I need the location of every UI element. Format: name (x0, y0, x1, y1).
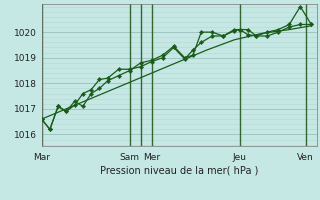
X-axis label: Pression niveau de la mer( hPa ): Pression niveau de la mer( hPa ) (100, 165, 258, 175)
Text: Mer: Mer (143, 153, 160, 162)
Text: Ven: Ven (297, 153, 314, 162)
Text: Mar: Mar (33, 153, 50, 162)
Text: Jeu: Jeu (233, 153, 247, 162)
Text: Sam: Sam (120, 153, 140, 162)
